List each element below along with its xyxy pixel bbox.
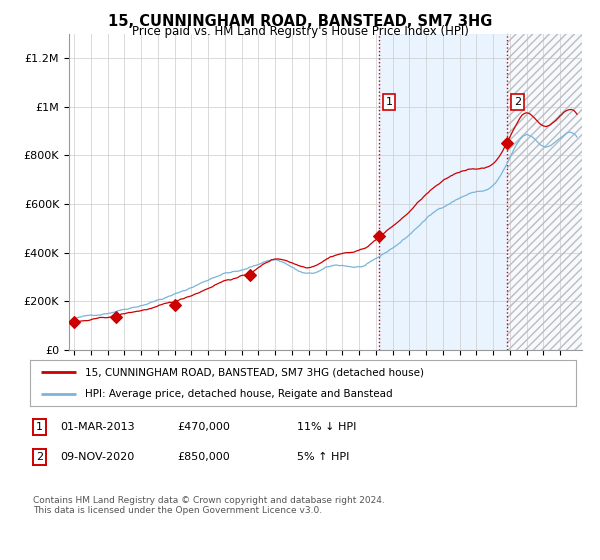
Text: Price paid vs. HM Land Registry's House Price Index (HPI): Price paid vs. HM Land Registry's House … — [131, 25, 469, 38]
Bar — [507, 34, 590, 350]
Point — [170, 301, 179, 310]
Point — [245, 270, 255, 279]
Text: 5% ↑ HPI: 5% ↑ HPI — [297, 452, 349, 462]
Text: HPI: Average price, detached house, Reigate and Banstead: HPI: Average price, detached house, Reig… — [85, 389, 392, 399]
Text: £470,000: £470,000 — [177, 422, 230, 432]
Text: 2: 2 — [514, 97, 521, 107]
Text: 1: 1 — [36, 422, 43, 432]
Text: 1: 1 — [385, 97, 392, 107]
Text: 15, CUNNINGHAM ROAD, BANSTEAD, SM7 3HG (detached house): 15, CUNNINGHAM ROAD, BANSTEAD, SM7 3HG (… — [85, 368, 424, 378]
Text: 01-MAR-2013: 01-MAR-2013 — [60, 422, 134, 432]
Bar — [379, 34, 507, 350]
Text: 15, CUNNINGHAM ROAD, BANSTEAD, SM7 3HG: 15, CUNNINGHAM ROAD, BANSTEAD, SM7 3HG — [108, 14, 492, 29]
Bar — [507, 34, 590, 350]
Text: 11% ↓ HPI: 11% ↓ HPI — [297, 422, 356, 432]
Point — [502, 139, 512, 148]
Point — [111, 312, 121, 321]
Point — [374, 231, 383, 240]
Bar — [507, 34, 590, 350]
Text: Contains HM Land Registry data © Crown copyright and database right 2024.
This d: Contains HM Land Registry data © Crown c… — [33, 496, 385, 515]
Text: £850,000: £850,000 — [177, 452, 230, 462]
Text: 2: 2 — [36, 452, 43, 462]
Point — [69, 318, 79, 326]
Text: 09-NOV-2020: 09-NOV-2020 — [60, 452, 134, 462]
